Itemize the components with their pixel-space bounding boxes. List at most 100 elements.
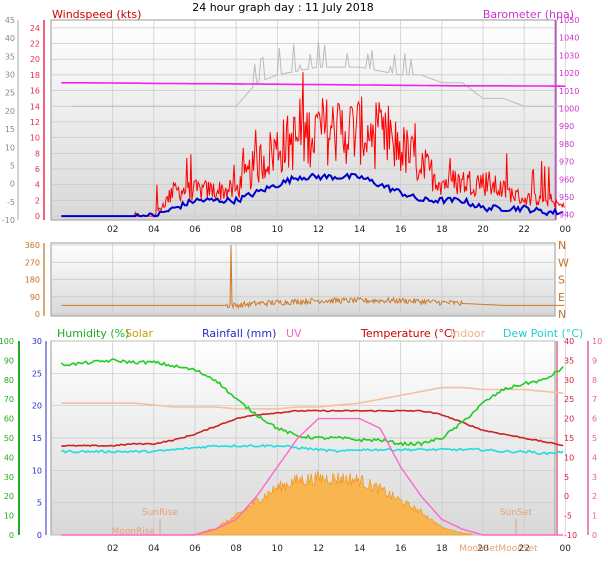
humidity-line	[60, 358, 564, 447]
temp-x-tick-label: 00	[560, 544, 572, 554]
barometer-line	[61, 82, 566, 87]
wind-tick-label: 14	[30, 102, 40, 111]
wind-tick-label: 16	[30, 87, 40, 96]
temp-x-tick-label: 10	[272, 544, 284, 554]
hum-tick-label: 50	[4, 434, 14, 443]
hum-tick-label: 60	[4, 415, 14, 424]
baro-tick-label: 960	[559, 175, 574, 184]
wind-outer-tick-label: -5	[7, 198, 15, 207]
hum-tick-label: 40	[4, 453, 14, 462]
sunset-label: SunSet	[500, 508, 532, 518]
sunrise-label: SunRise	[142, 508, 179, 518]
uv-tick-label: 9	[592, 356, 597, 365]
temp-x-tick-label: 14	[354, 544, 366, 554]
wind-tick-label: 22	[30, 40, 40, 49]
rain-tick-label: 5	[37, 499, 42, 508]
temp-x-tick-label: 18	[436, 544, 448, 554]
grid-lines	[51, 20, 566, 536]
temp-tick-label: 0	[564, 492, 569, 501]
wind-x-tick-label: 12	[313, 225, 324, 235]
wind-x-tick-label: 08	[230, 225, 242, 235]
dir-tick-label: 90	[30, 293, 40, 302]
temp-tick-label: -5	[564, 512, 572, 521]
barometer-axis-title: Barometer (hpa)	[483, 8, 574, 21]
uv-tick-label: 4	[592, 453, 597, 462]
wind-x-tick-label: 20	[477, 225, 489, 235]
dir-tick-label: 360	[25, 241, 40, 250]
wind-tick-label: 6	[35, 165, 40, 174]
wind-tick-label: 0	[35, 212, 40, 221]
series-layer	[60, 41, 566, 536]
wind-x-tick-label: 22	[518, 225, 529, 235]
temperature-line	[61, 409, 564, 448]
uv-tick-label: 0	[592, 531, 597, 540]
uv-tick-label: 7	[592, 395, 597, 404]
windspeed-axis-title: Windspeed (kts)	[52, 8, 141, 21]
hum-tick-label: 80	[4, 376, 14, 385]
temp-x-tick-label: 16	[395, 544, 407, 554]
uv-tick-label: 2	[592, 492, 597, 501]
baro-tick-label: 950	[559, 193, 574, 202]
wind-tick-label: 2	[35, 196, 40, 205]
rain-tick-label: 0	[37, 531, 42, 540]
hum-tick-label: 70	[4, 395, 14, 404]
baro-tick-label: 1010	[559, 87, 579, 96]
wind-tick-label: 12	[30, 118, 40, 127]
rain-tick-label: 30	[32, 337, 42, 346]
solar-area	[184, 470, 474, 536]
uv-tick-label: 3	[592, 473, 597, 482]
temp-tick-label: 20	[564, 415, 574, 424]
wind-outer-tick-label: 15	[5, 125, 15, 134]
wind-outer-tick-label: 0	[10, 180, 15, 189]
rainfall-title: Rainfall (mm)	[202, 327, 276, 340]
baro-tick-label: 1030	[559, 51, 579, 60]
temp-tick-label: 25	[564, 395, 574, 404]
temp-tick-label: 5	[564, 473, 569, 482]
temp-tick-label: 30	[564, 376, 574, 385]
indoor-line	[61, 386, 564, 410]
wind-x-tick-label: 04	[148, 225, 160, 235]
wind-x-tick-label: 14	[354, 225, 366, 235]
direction-line	[61, 244, 565, 310]
wind-x-tick-label: 18	[436, 225, 448, 235]
temp-x-tick-label: 22	[518, 544, 529, 554]
wind-x-tick-label: 00	[560, 225, 572, 235]
temp-x-tick-label: 06	[189, 544, 201, 554]
windavg-line	[61, 172, 564, 218]
dir-compass-label: N	[558, 308, 566, 321]
dir-compass-label: S	[558, 274, 565, 287]
uv-tick-label: 10	[592, 337, 602, 346]
hum-tick-label: 100	[0, 337, 14, 346]
temp-tick-label: 35	[564, 356, 574, 365]
wind-outer-tick-label: -10	[2, 216, 15, 225]
baro-tick-label: 1040	[559, 34, 579, 43]
hum-tick-label: 10	[4, 512, 14, 521]
temp-x-tick-label: 04	[148, 544, 160, 554]
wind-tick-label: 24	[30, 24, 40, 33]
temp-x-tick-label: 20	[477, 544, 489, 554]
rain-tick-label: 10	[32, 466, 42, 475]
baro-tick-label: 1050	[559, 16, 579, 25]
gust-line	[71, 41, 564, 107]
wind-outer-tick-label: 5	[10, 161, 15, 170]
wind-outer-tick-label: 10	[5, 143, 15, 152]
uv-tick-label: 1	[592, 512, 597, 521]
temp-x-tick-label: 08	[230, 544, 242, 554]
wind-x-tick-label: 10	[272, 225, 284, 235]
dir-compass-label: E	[558, 291, 565, 304]
wind-x-tick-label: 02	[107, 225, 118, 235]
rain-tick-label: 25	[32, 369, 42, 378]
baro-tick-label: 940	[559, 211, 574, 220]
dewpoint-line	[60, 443, 564, 456]
uv-tick-label: 5	[592, 434, 597, 443]
uv-tick-label: 8	[592, 376, 597, 385]
temp-tick-label: -10	[564, 531, 577, 540]
wind-outer-tick-label: 45	[5, 16, 15, 25]
dir-compass-label: W	[558, 256, 569, 269]
wind-tick-label: 18	[30, 71, 40, 80]
humidity-title: Humidity (%)	[57, 327, 129, 340]
baro-tick-label: 990	[559, 122, 574, 131]
uv-line	[61, 417, 564, 536]
